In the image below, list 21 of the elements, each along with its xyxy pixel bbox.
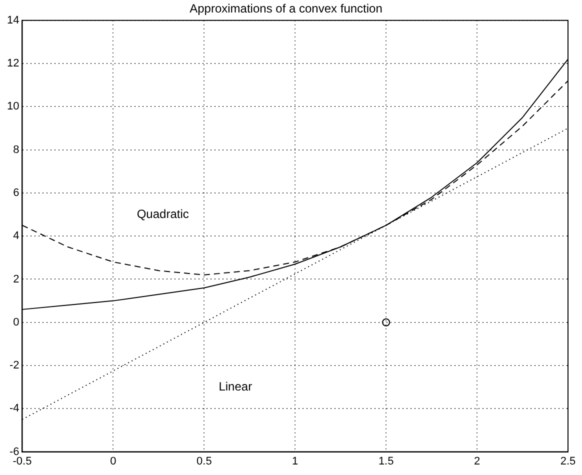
y-tick-label: 4 xyxy=(13,230,20,242)
x-tick-label: 2 xyxy=(474,455,480,468)
x-tick-label: 0 xyxy=(110,455,116,468)
y-tick-label: 6 xyxy=(13,186,20,199)
x-tick-label: 1.5 xyxy=(378,455,394,468)
x-tick-label: -0.5 xyxy=(12,455,32,468)
annotation: Linear xyxy=(218,379,252,394)
annotation: Quadratic xyxy=(136,206,189,221)
y-tick-label: 2 xyxy=(13,273,20,286)
y-tick-label: -2 xyxy=(9,360,20,372)
y-tick-label: -6 xyxy=(9,446,20,458)
y-tick-label: 8 xyxy=(13,144,20,156)
y-tick-label: 10 xyxy=(6,100,20,113)
y-tick-label: 0 xyxy=(13,316,20,328)
y-tick-label: 14 xyxy=(6,14,20,26)
y-tick-label: 12 xyxy=(6,58,20,70)
x-tick-label: 2.5 xyxy=(560,455,576,468)
y-tick-label: -4 xyxy=(9,402,20,415)
x-tick-label: 1 xyxy=(292,455,298,468)
chart-title: Approximations of a convex function xyxy=(190,2,382,16)
x-tick-label: 0.5 xyxy=(196,455,212,468)
